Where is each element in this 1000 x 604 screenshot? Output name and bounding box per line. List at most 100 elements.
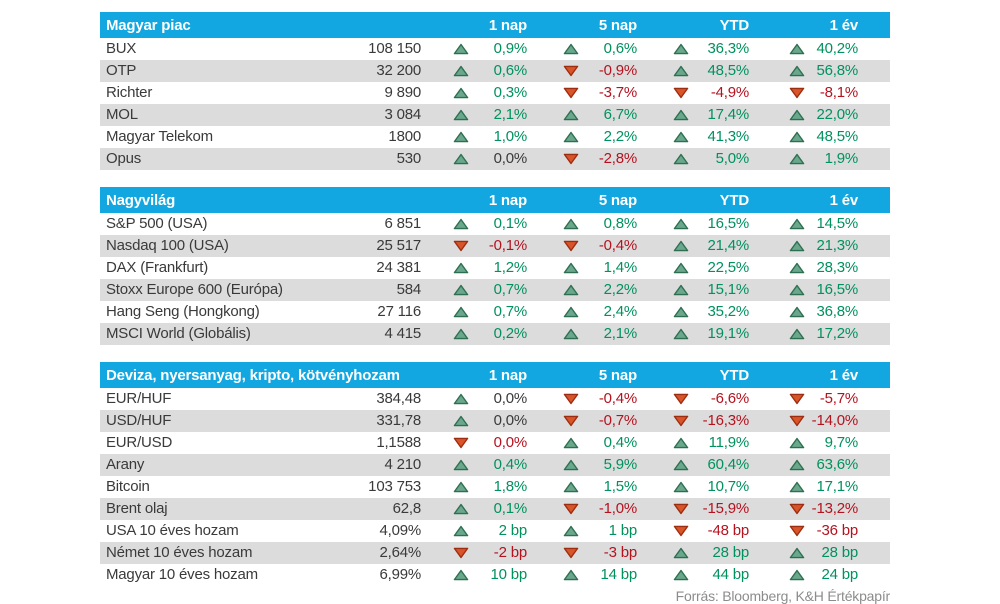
triangle-up-icon (789, 218, 805, 230)
change-cell: 6,7% (535, 104, 645, 126)
triangle-up-icon (453, 43, 469, 55)
change-value: 1,8% (493, 478, 528, 495)
change-cell: 17,1% (757, 476, 890, 498)
instrument-name: USD/HUF (106, 412, 172, 429)
instrument-name: Bitcoin (106, 478, 150, 495)
triangle-up-icon (453, 415, 469, 427)
triangle-down-icon (563, 415, 579, 427)
change-cell: 2,4% (535, 301, 645, 323)
change-value: 1,4% (603, 259, 638, 276)
change-value: 24 bp (821, 566, 858, 583)
change-value: 0,7% (493, 303, 528, 320)
triangle-up-icon (453, 65, 469, 77)
change-value: 5,0% (715, 150, 750, 167)
change-value: 56,8% (816, 62, 858, 79)
column-header-1nap: 1 nap (488, 16, 527, 34)
change-cell: 2,2% (535, 126, 645, 148)
table-header: Deviza, nyersanyag, kripto, kötvényhozam… (100, 362, 890, 388)
column-header-1nap: 1 nap (488, 366, 527, 384)
change-cell: 0,4% (425, 454, 535, 476)
table-row: Hang Seng (Hongkong) 27 116 0,7% 2,4% 35,2% 3… (100, 301, 890, 323)
triangle-up-icon (453, 153, 469, 165)
change-value: -0,9% (598, 62, 637, 79)
column-header-1ev: 1 év (829, 191, 859, 209)
source-note: Forrás: Bloomberg, K&H Értékpapír (675, 588, 891, 604)
triangle-down-icon (563, 503, 579, 515)
change-value: 9,7% (824, 434, 859, 451)
instrument-name: OTP (106, 62, 137, 79)
instrument-value: 62,8 (392, 500, 422, 517)
change-cell: 35,2% (645, 301, 757, 323)
change-value: 17,1% (816, 478, 858, 495)
change-value: 0,6% (603, 40, 638, 57)
instrument-name: Hang Seng (Hongkong) (106, 303, 260, 320)
instrument-value: 1800 (388, 128, 421, 145)
column-header-1nap: 1 nap (488, 191, 527, 209)
instrument-name: Opus (106, 150, 142, 167)
triangle-up-icon (789, 65, 805, 77)
triangle-up-icon (673, 547, 689, 559)
change-cell: 0,2% (425, 323, 535, 345)
change-cell: 0,7% (425, 279, 535, 301)
change-value: -15,9% (702, 500, 750, 517)
change-cell: 21,3% (757, 235, 890, 257)
change-cell: 21,4% (645, 235, 757, 257)
change-value: 44 bp (712, 566, 749, 583)
change-cell: -16,3% (645, 410, 757, 432)
triangle-up-icon (453, 306, 469, 318)
change-cell: 0,6% (535, 38, 645, 60)
change-cell: 36,8% (757, 301, 890, 323)
change-cell: -13,2% (757, 498, 890, 520)
instrument-name: EUR/HUF (106, 390, 172, 407)
change-cell: -2 bp (425, 542, 535, 564)
change-cell: -14,0% (757, 410, 890, 432)
change-cell: 1,0% (425, 126, 535, 148)
change-cell: 60,4% (645, 454, 757, 476)
change-value: 14,5% (816, 215, 858, 232)
change-cell: 0,4% (535, 432, 645, 454)
triangle-down-icon (789, 87, 805, 99)
change-cell: 44 bp (645, 564, 757, 586)
triangle-up-icon (789, 131, 805, 143)
triangle-down-icon (453, 437, 469, 449)
triangle-down-icon (563, 547, 579, 559)
instrument-name: USA 10 éves hozam (106, 522, 239, 539)
table-row: Nasdaq 100 (USA) 25 517 -0,1% -0,4% 21,4% 21,… (100, 235, 890, 257)
change-cell: -0,9% (535, 60, 645, 82)
change-cell: 1,2% (425, 257, 535, 279)
table-row: Richter 9 890 0,3% -3,7% -4,9% -8,1% (100, 82, 890, 104)
triangle-up-icon (563, 525, 579, 537)
triangle-up-icon (453, 503, 469, 515)
change-value: -36 bp (816, 522, 859, 539)
change-cell: 10 bp (425, 564, 535, 586)
change-value: 1,2% (493, 259, 528, 276)
change-value: -0,4% (598, 390, 637, 407)
table-row: S&P 500 (USA) 6 851 0,1% 0,8% 16,5% 14,5% (100, 213, 890, 235)
change-value: 0,0% (493, 390, 528, 407)
change-value: 21,4% (707, 237, 749, 254)
change-cell: 0,0% (425, 410, 535, 432)
change-value: -5,7% (819, 390, 858, 407)
table-row: BUX 108 150 0,9% 0,6% 36,3% 40,2% (100, 38, 890, 60)
change-value: 0,4% (493, 456, 528, 473)
change-value: 48,5% (816, 128, 858, 145)
instrument-name: BUX (106, 40, 137, 57)
table-row: Arany 4 210 0,4% 5,9% 60,4% 63,6% (100, 454, 890, 476)
change-cell: -2,8% (535, 148, 645, 170)
change-value: 0,8% (603, 215, 638, 232)
table-deviza: Deviza, nyersanyag, kripto, kötvényhozam… (100, 362, 890, 586)
change-cell: 9,7% (757, 432, 890, 454)
instrument-value: 108 150 (368, 40, 421, 57)
triangle-up-icon (789, 481, 805, 493)
change-value: 28 bp (712, 544, 749, 561)
change-cell: 63,6% (757, 454, 890, 476)
instrument-name: Richter (106, 84, 153, 101)
change-cell: 16,5% (757, 279, 890, 301)
change-value: -3 bp (603, 544, 637, 561)
triangle-up-icon (789, 284, 805, 296)
table-body: BUX 108 150 0,9% 0,6% 36,3% 40,2% OTP 32 200 0,6… (100, 38, 890, 170)
change-value: 10,7% (707, 478, 749, 495)
triangle-up-icon (453, 481, 469, 493)
change-value: -16,3% (702, 412, 750, 429)
